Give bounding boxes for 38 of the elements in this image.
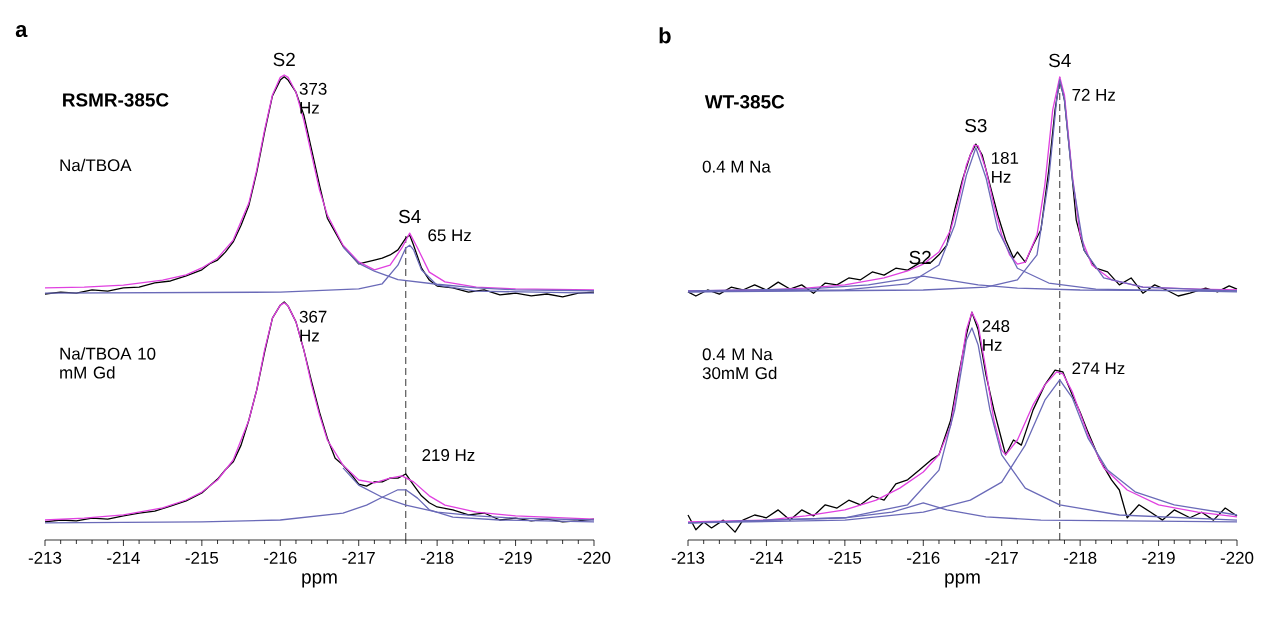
annotation: S2: [909, 250, 931, 265]
x-tick-label: -216: [264, 551, 297, 564]
annotation: 248 Hz: [982, 320, 1010, 351]
annotation: S4: [398, 209, 421, 224]
annotation: 219 Hz: [422, 449, 475, 462]
annotation: Na/TBOA: [60, 158, 132, 172]
text: a: [15, 25, 28, 38]
x-tick-label: -215: [185, 551, 219, 564]
annotation: 181 Hz: [991, 151, 1019, 183]
x-tick-label: -214: [107, 551, 140, 564]
annotation: S2: [273, 52, 295, 67]
x-tick-label: -213: [671, 551, 705, 564]
x-tick-label: -220: [577, 551, 611, 564]
text: WT-385C: [704, 95, 785, 109]
annotation: 0.4 M Na: [702, 160, 771, 173]
x-axis-title: ppm: [945, 573, 980, 588]
x-tick-label: -219: [1142, 551, 1175, 564]
text: RSMR-385C: [63, 93, 169, 107]
x-tick-label: -217: [342, 551, 375, 564]
x-tick-label: -213: [28, 551, 62, 564]
x-tick-label: -220: [1220, 551, 1254, 564]
annotation: Na/TBOA 10 mM Gd: [60, 347, 156, 379]
annotation: 367 Hz: [299, 310, 327, 342]
text: b: [659, 27, 671, 44]
x-tick-label: -217: [985, 551, 1018, 564]
x-tick-label: -214: [750, 551, 783, 564]
annotation: S3: [965, 118, 987, 133]
annotation: S4: [1049, 53, 1071, 68]
x-tick-label: -216: [907, 551, 940, 564]
annotation: 274 Hz: [1072, 362, 1125, 375]
annotation: 72 Hz: [1072, 88, 1115, 101]
x-tick-label: -215: [828, 551, 862, 564]
x-tick-label: -218: [420, 551, 454, 564]
x-axis-title: ppm: [302, 573, 337, 588]
annotation: 65 Hz: [428, 229, 471, 242]
x-tick-label: -218: [1063, 551, 1097, 564]
annotation: 0.4 M Na 30mM Gd: [702, 348, 777, 380]
x-tick-label: -219: [499, 551, 532, 564]
